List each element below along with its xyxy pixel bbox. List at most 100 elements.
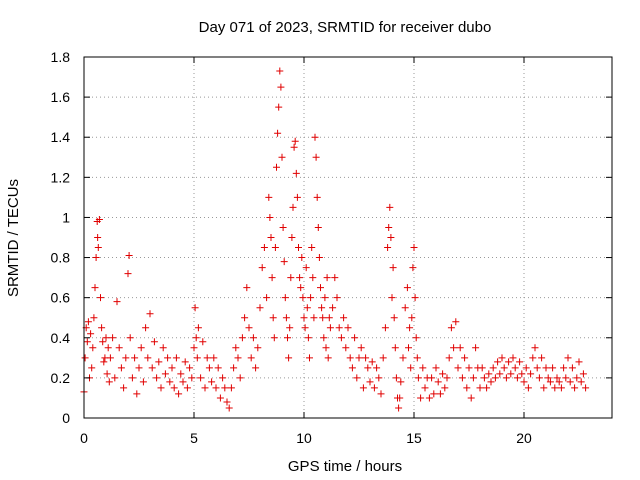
data-point: [364, 364, 372, 372]
data-point: [90, 314, 98, 322]
data-point: [277, 83, 285, 91]
data-point: [320, 334, 328, 342]
data-point: [409, 264, 417, 272]
data-point: [168, 364, 176, 372]
y-tick-label: 0: [62, 410, 70, 426]
data-point: [575, 358, 583, 366]
data-point: [234, 354, 242, 362]
data-point: [496, 370, 504, 378]
data-point: [170, 384, 178, 392]
data-point: [287, 274, 295, 282]
data-point: [388, 294, 396, 302]
data-point: [186, 364, 194, 372]
data-point: [318, 304, 326, 312]
x-tick-labels: 0 5 10 15 20: [80, 430, 532, 446]
data-point: [445, 354, 453, 362]
data-point: [403, 284, 411, 292]
data-point: [465, 364, 473, 372]
data-point: [268, 274, 276, 282]
data-point: [124, 270, 132, 278]
data-point: [208, 378, 216, 386]
data-point: [172, 354, 180, 362]
data-point: [498, 354, 506, 362]
data-point: [458, 374, 466, 382]
data-point: [104, 344, 112, 352]
data-point: [357, 344, 365, 352]
data-point: [232, 344, 240, 352]
data-point: [238, 334, 246, 342]
data-point: [500, 364, 508, 372]
data-point: [414, 374, 422, 382]
data-point: [192, 334, 200, 342]
data-point: [296, 274, 304, 282]
data-point: [551, 384, 559, 392]
data-point: [540, 384, 548, 392]
chart-title: Day 071 of 2023, SRMTID for receiver dub…: [199, 19, 492, 36]
data-point: [430, 390, 438, 398]
x-axis-label: GPS time / hours: [288, 458, 402, 475]
data-point: [401, 304, 409, 312]
y-tick-label: 0.2: [51, 370, 71, 386]
data-point: [313, 193, 321, 201]
data-point: [439, 370, 447, 378]
data-point: [188, 374, 196, 382]
data-point: [395, 404, 403, 412]
data-point: [115, 344, 123, 352]
ticks: [83, 56, 612, 419]
data-point: [315, 254, 323, 262]
data-point: [212, 384, 220, 392]
data-point: [325, 314, 333, 322]
x-tick-label: 0: [80, 430, 88, 446]
data-point: [191, 304, 199, 312]
data-point: [555, 378, 563, 386]
data-point: [157, 384, 165, 392]
data-point: [103, 370, 111, 378]
data-point: [265, 193, 273, 201]
data-point: [214, 364, 222, 372]
data-point: [399, 354, 407, 362]
y-tick-label: 1: [62, 209, 70, 225]
data-point: [279, 223, 287, 231]
data-point: [159, 344, 167, 352]
data-point: [303, 304, 311, 312]
data-point: [331, 274, 339, 282]
data-point: [507, 370, 515, 378]
data-points: [80, 67, 590, 412]
data-point: [275, 103, 283, 111]
data-point: [105, 378, 113, 386]
data-point: [122, 354, 130, 362]
y-tick-label: 1.4: [51, 129, 71, 145]
data-point: [161, 370, 169, 378]
data-point: [120, 384, 128, 392]
data-point: [463, 384, 471, 392]
data-point: [249, 334, 257, 342]
data-point: [370, 384, 378, 392]
data-point: [164, 354, 172, 362]
data-point: [443, 374, 451, 382]
data-point: [125, 252, 133, 260]
data-point: [245, 324, 253, 332]
data-point: [329, 304, 337, 312]
data-point: [221, 384, 229, 392]
data-point: [346, 354, 354, 362]
data-point: [533, 364, 541, 372]
data-point: [293, 193, 301, 201]
data-point: [289, 203, 297, 211]
data-point: [113, 298, 121, 306]
data-point: [117, 364, 125, 372]
data-point: [274, 129, 282, 137]
data-point: [285, 354, 293, 362]
data-point: [312, 153, 320, 161]
data-point: [461, 354, 469, 362]
data-point: [520, 378, 528, 386]
data-point: [308, 244, 316, 252]
data-point: [306, 354, 313, 362]
y-tick-label: 1.2: [51, 169, 71, 185]
data-point: [177, 370, 185, 378]
data-point: [197, 374, 205, 382]
data-point: [368, 358, 376, 366]
data-point: [142, 324, 150, 332]
data-point: [483, 384, 491, 392]
data-point: [258, 264, 266, 272]
data-point: [89, 344, 97, 352]
